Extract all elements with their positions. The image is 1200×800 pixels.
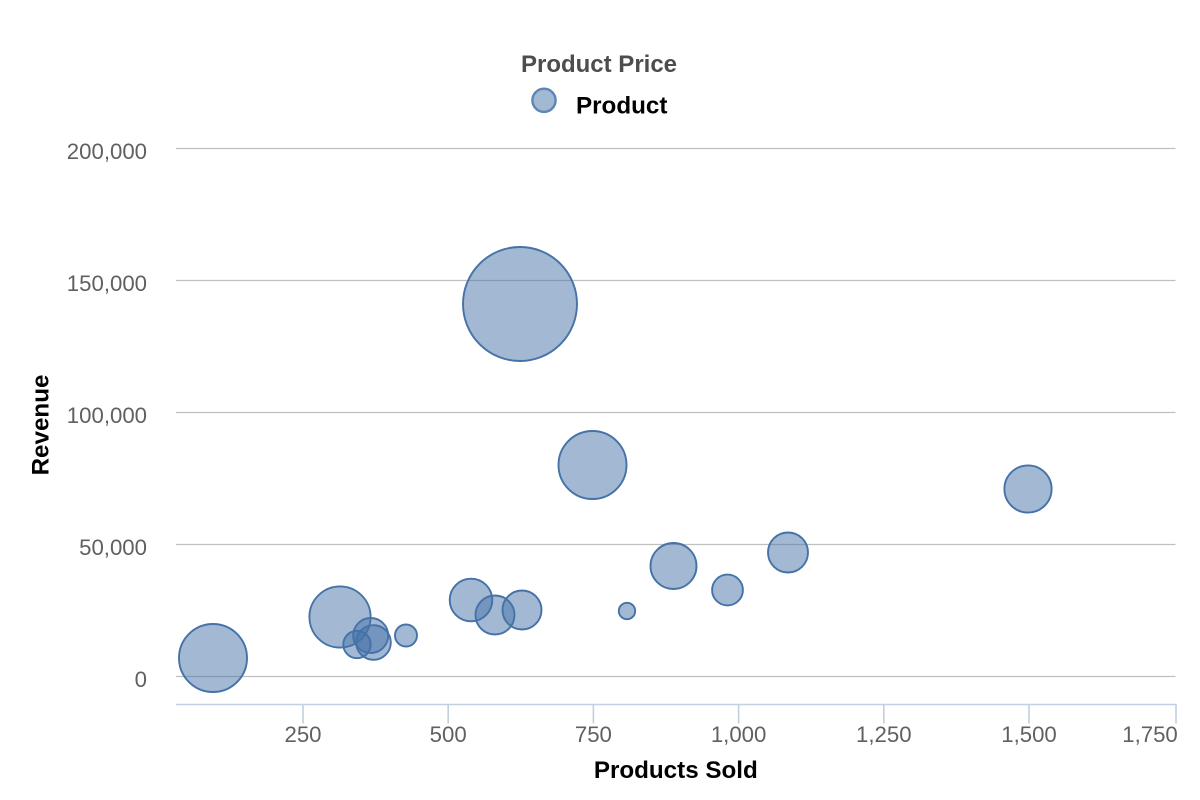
svg-text:1,000: 1,000: [711, 722, 767, 747]
svg-text:Product Price: Product Price: [521, 51, 677, 78]
svg-text:Products Sold: Products Sold: [594, 757, 758, 784]
svg-text:50,000: 50,000: [79, 535, 147, 560]
svg-text:1,250: 1,250: [856, 722, 912, 747]
svg-text:0: 0: [135, 667, 147, 692]
svg-text:Revenue: Revenue: [28, 375, 55, 476]
svg-text:500: 500: [430, 722, 467, 747]
svg-text:1,500: 1,500: [1001, 722, 1057, 747]
svg-text:100,000: 100,000: [67, 403, 147, 428]
svg-text:Product: Product: [576, 92, 667, 119]
svg-text:750: 750: [575, 722, 612, 747]
svg-text:1,750: 1,750: [1122, 722, 1178, 747]
svg-text:200,000: 200,000: [67, 139, 147, 164]
svg-text:150,000: 150,000: [67, 271, 147, 296]
svg-text:250: 250: [284, 722, 321, 747]
